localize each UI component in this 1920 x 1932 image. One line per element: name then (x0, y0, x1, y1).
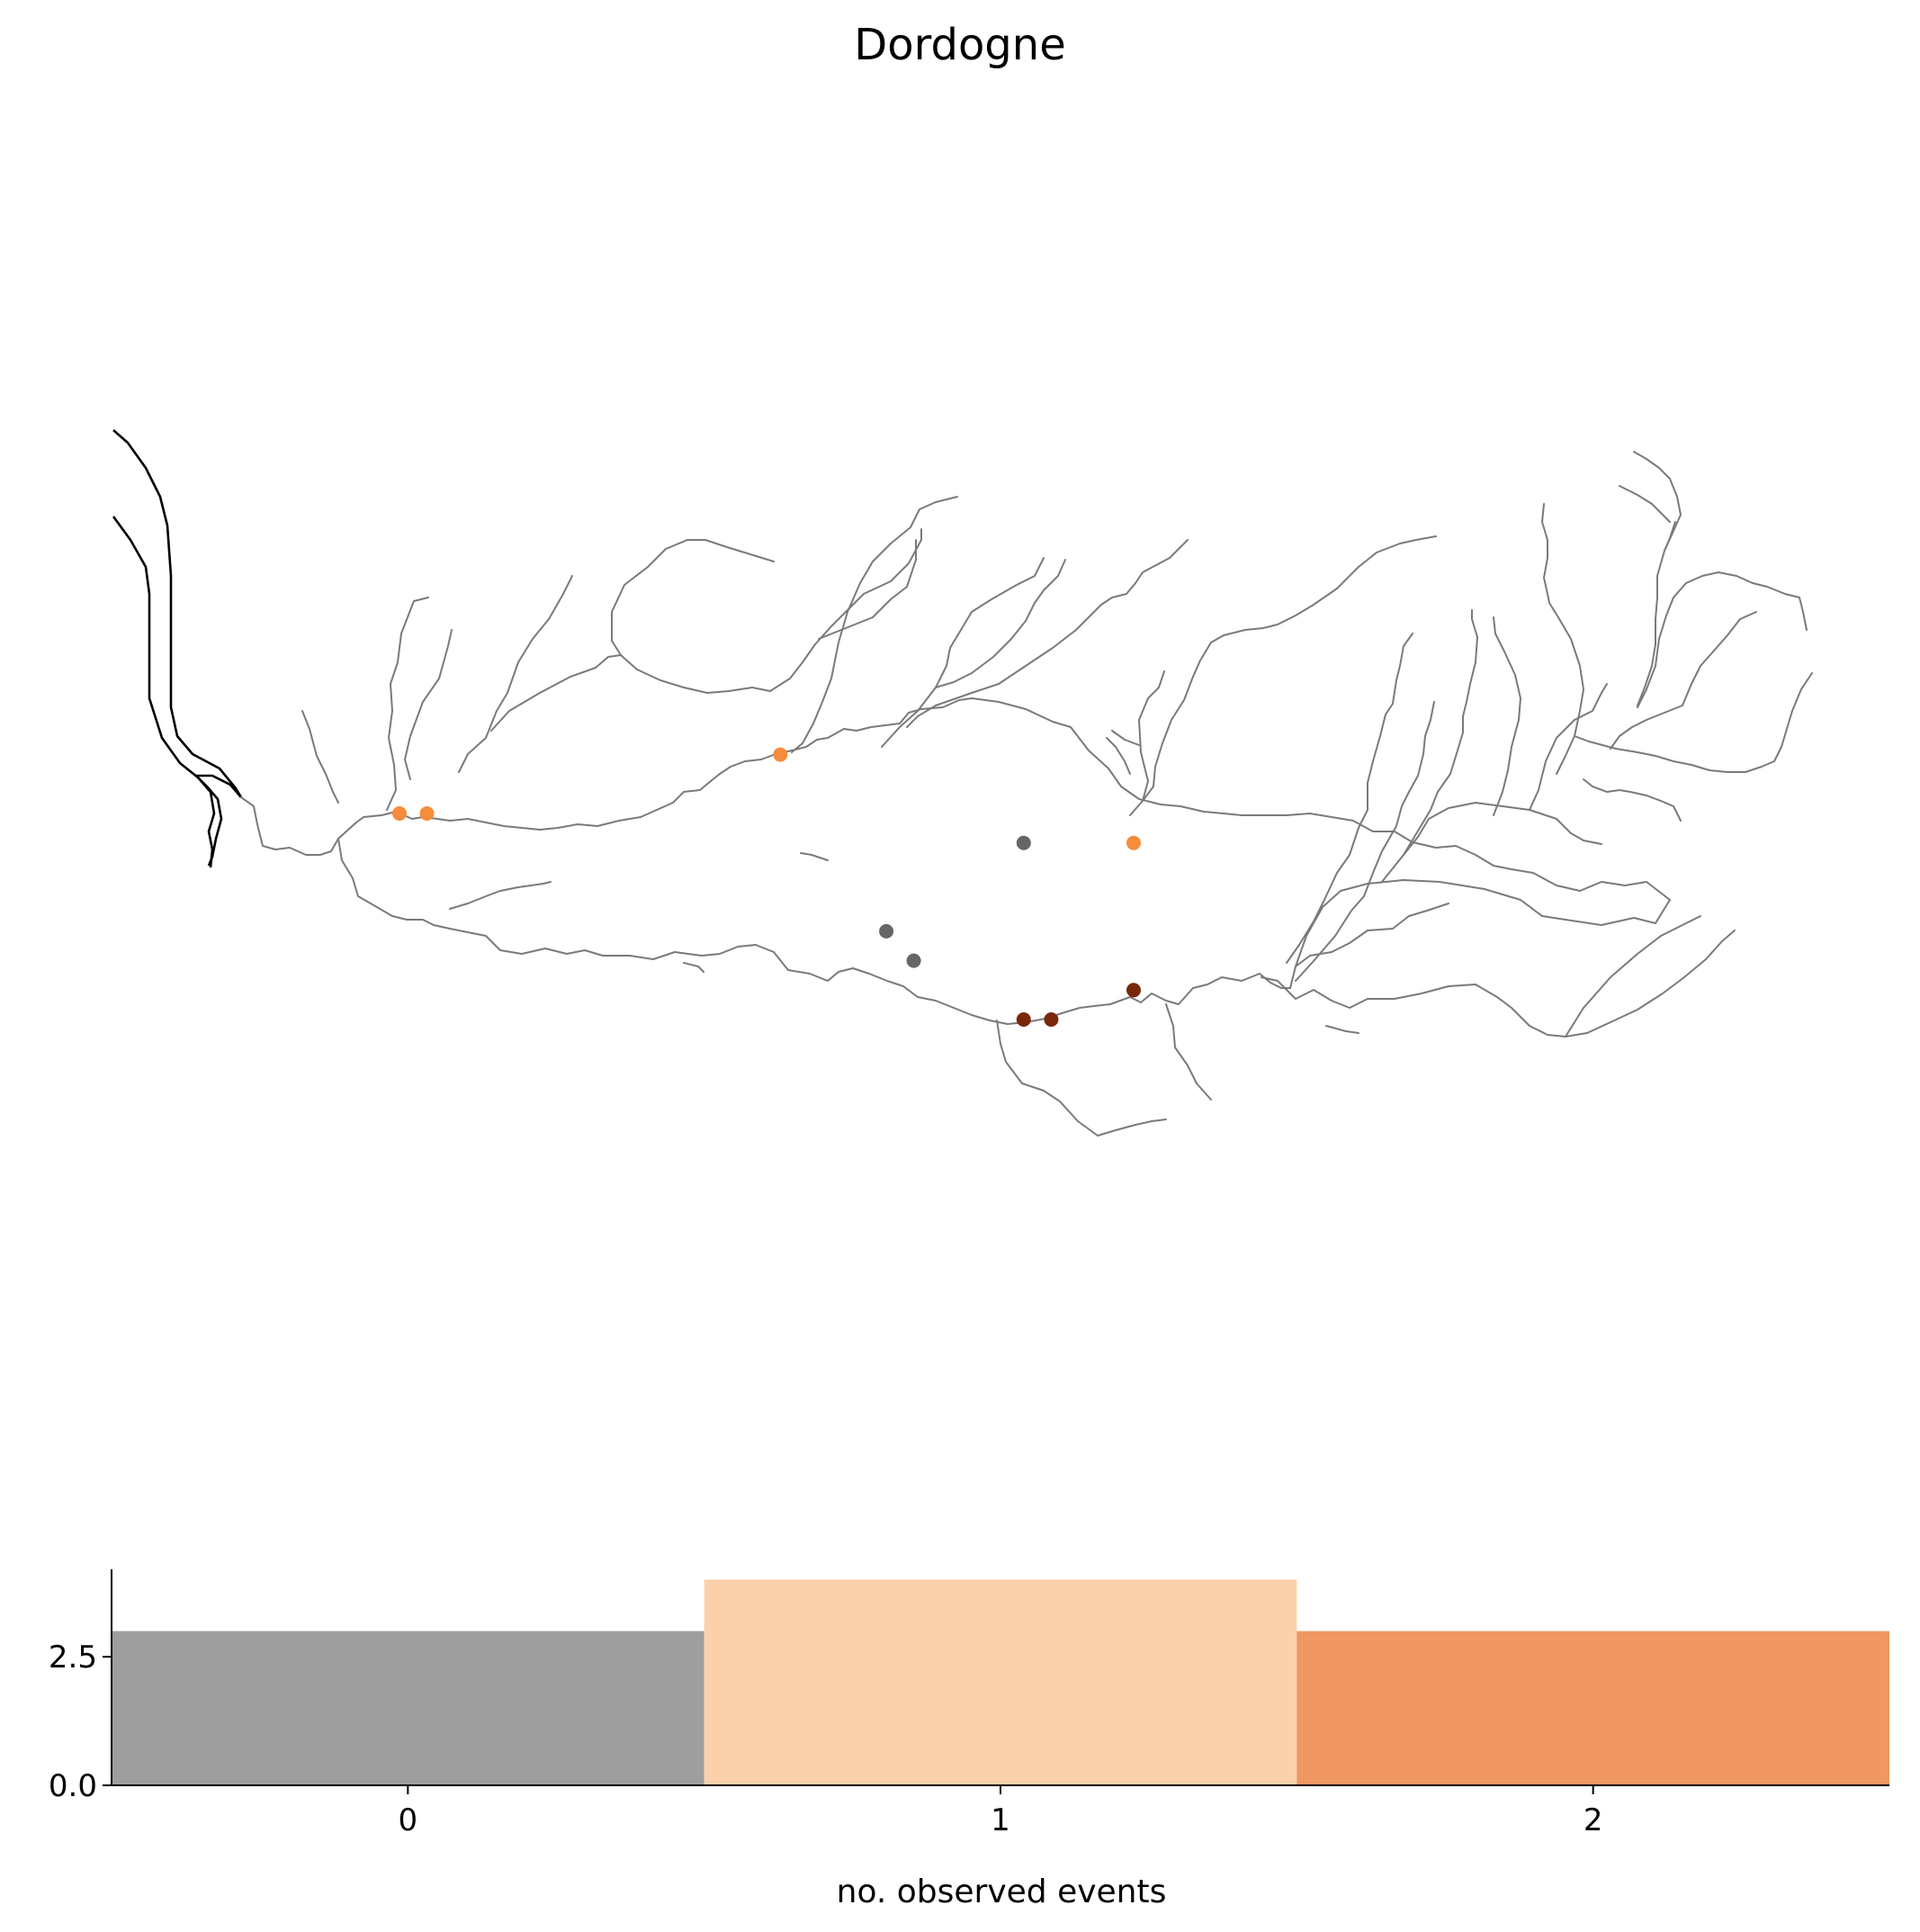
trib-north-8 (818, 539, 917, 640)
river-fragment-4 (449, 881, 552, 910)
station-marker (1126, 835, 1141, 850)
histogram-axes: 0.0 2.5 0 1 2 (49, 1569, 1889, 1838)
trib-north-7 (791, 496, 958, 753)
station-marker (1016, 835, 1031, 850)
estuary-inner-bank (194, 774, 242, 867)
x-tick-label: 0 (399, 1802, 418, 1838)
trib-central-4 (1111, 730, 1140, 746)
eastern-south-branch (1565, 915, 1701, 1038)
histogram-bars (112, 1579, 1889, 1785)
trib-east-4 (1403, 802, 1602, 856)
trib-north-5 (490, 528, 922, 732)
station-marker (419, 806, 435, 821)
x-tick-label: 2 (1584, 1802, 1603, 1838)
trib-north-2 (386, 597, 429, 811)
estuary-north-bank (112, 429, 243, 798)
histogram-bar-0 (112, 1631, 704, 1785)
dordogne-upper (1070, 726, 1671, 901)
trib-east-12 (1619, 485, 1671, 523)
trib-east-2 (1295, 701, 1435, 982)
y-tick-label: 2.5 (49, 1640, 97, 1676)
trib-east-6 (1529, 683, 1608, 811)
river-fragment-3 (683, 962, 704, 973)
trib-central-3 (1106, 737, 1131, 775)
trib-north-3 (404, 629, 453, 780)
southern-tributary-2 (1165, 1003, 1212, 1101)
trib-north-9 (881, 557, 1045, 748)
trib-east-7 (1541, 503, 1584, 775)
trib-east-5 (1493, 616, 1521, 816)
station-markers (392, 747, 1141, 1027)
trib-east-13 (1664, 521, 1676, 552)
estuary-south-bank (112, 516, 216, 868)
southern-tributary (996, 1020, 1167, 1137)
histogram-bar-1 (704, 1579, 1297, 1785)
lot-river (1295, 879, 1671, 967)
station-marker (1126, 983, 1141, 998)
trib-east-1 (1286, 633, 1413, 964)
trib-east-10 (1637, 571, 1808, 708)
eastern-south-loop (1261, 930, 1736, 1038)
trib-north-10 (935, 559, 1066, 688)
river-network (240, 451, 1813, 1137)
trib-east-8 (1574, 672, 1813, 773)
station-marker (906, 953, 921, 968)
trib-north-1 (301, 710, 339, 804)
map-title: Dordogne (854, 20, 1066, 70)
trib-north-11 (906, 539, 1189, 728)
trib-north-6 (611, 539, 775, 656)
trib-east-9 (1610, 611, 1757, 750)
x-tick-label: 1 (991, 1802, 1010, 1838)
river-fragment-2 (1325, 1025, 1359, 1034)
y-tick-label: 0.0 (49, 1768, 97, 1804)
river-fragment-1 (800, 852, 829, 861)
river-map (112, 429, 1813, 1137)
x-axis-label: no. observed events (837, 1874, 1167, 1910)
trib-central-2 (1138, 670, 1165, 802)
station-marker (392, 806, 407, 821)
station-marker (879, 923, 894, 939)
vezere-loop (337, 838, 1449, 1025)
station-marker (1044, 1012, 1059, 1027)
histogram-bar-2 (1296, 1631, 1889, 1785)
station-marker (1016, 1012, 1031, 1027)
station-marker (773, 747, 788, 762)
trib-east-14 (1583, 778, 1682, 822)
trib-central-1 (1129, 535, 1437, 816)
trib-north-4 (458, 575, 573, 773)
estuary-outline (112, 429, 243, 868)
trib-east-3 (1381, 609, 1478, 883)
dordogne-river (240, 697, 1072, 856)
